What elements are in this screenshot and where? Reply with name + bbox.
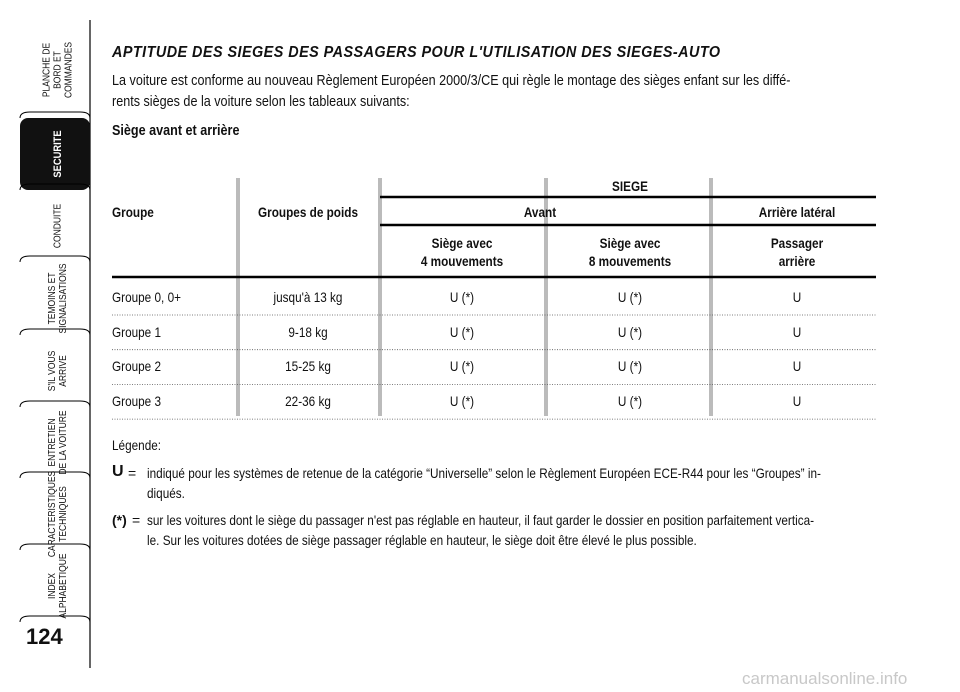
- intro-line: La voiture est conforme au nouveau Règle…: [112, 72, 791, 89]
- tab-divider: [19, 543, 91, 551]
- tab-divider: [19, 328, 91, 336]
- legend-label: Légende:: [112, 437, 162, 453]
- tab-label: ALPHABETIQUE: [58, 553, 69, 618]
- table-cell: U (*): [617, 358, 643, 375]
- table-cell: 22-36 kg: [285, 393, 331, 410]
- tab-label: ARRIVE: [58, 355, 69, 387]
- tab-label: BORD ET: [52, 51, 63, 89]
- table-cell: U: [792, 358, 802, 375]
- tab-label: SIGNALISATIONS: [58, 263, 69, 333]
- subtitle: Siège avant et arrière: [112, 122, 240, 139]
- column-header: arrière: [778, 253, 816, 269]
- table-cell: U (*): [617, 323, 643, 340]
- table-cell: Groupe 0, 0+: [112, 289, 181, 305]
- table-cell: U (*): [449, 323, 475, 340]
- tab-label: CARACTERISTIQUES: [47, 471, 58, 557]
- legend-sep: =: [128, 465, 137, 481]
- column-divider: [544, 178, 548, 416]
- legend-text: indiqué pour les systèmes de retenue de …: [147, 465, 821, 481]
- column-header: Groupe: [112, 204, 154, 220]
- legend-text: sur les voitures dont le siège du passag…: [147, 512, 815, 528]
- table-cell: U (*): [449, 289, 475, 305]
- group-header: SIEGE: [612, 178, 648, 194]
- tab-divider: [19, 615, 91, 623]
- tab-divider: [19, 255, 91, 263]
- tab-label: TECHNIQUES: [58, 486, 69, 542]
- tab-label: CONDUITE: [52, 204, 63, 248]
- tab-divider: [19, 111, 91, 119]
- column-divider: [236, 178, 240, 416]
- column-divider: [378, 178, 382, 416]
- tab-label: COMMANDES: [63, 42, 74, 98]
- page-number: 124: [26, 624, 63, 649]
- col-group: Arrière latéral: [758, 204, 836, 220]
- legend-text: diqués.: [147, 485, 185, 501]
- intro-line: rents sièges de la voiture selon les tab…: [112, 93, 410, 110]
- watermark: carmanualsonline.info: [742, 669, 908, 688]
- table-cell: U (*): [617, 289, 643, 305]
- column-header: 4 mouvements: [420, 253, 504, 269]
- table-cell: Groupe 3: [112, 393, 162, 410]
- table-cell: U (*): [617, 393, 643, 410]
- col-group: Avant: [523, 204, 557, 220]
- legend-key: U: [112, 463, 124, 480]
- legend-key: (*): [112, 512, 127, 528]
- tab-label: S'IL VOUS: [47, 351, 58, 391]
- table-cell: jusqu'à 13 kg: [273, 289, 343, 305]
- legend-text: le. Sur les voitures dotées de siège pas…: [147, 532, 697, 548]
- tab-label: PLANCHE DE: [41, 43, 52, 97]
- tab-label: ENTRETIEN: [47, 418, 58, 466]
- title: APTITUDE DES SIEGES DES PASSAGERS POUR L…: [112, 44, 721, 61]
- column-divider: [709, 178, 713, 416]
- tab-divider: [19, 400, 91, 408]
- active-tab: [20, 118, 90, 190]
- table-cell: U: [792, 323, 802, 340]
- legend-sep: =: [132, 512, 141, 528]
- table-cell: U (*): [449, 393, 475, 410]
- table-cell: Groupe 1: [112, 323, 162, 340]
- column-header: Groupes de poids: [258, 204, 358, 220]
- table-cell: U: [792, 289, 802, 305]
- tab-divider: [19, 471, 91, 479]
- column-header: Siège avec: [431, 235, 493, 251]
- tab-label: DE LA VOITURE: [58, 410, 69, 474]
- table-cell: U (*): [449, 358, 475, 375]
- tab-divider: [19, 183, 91, 191]
- column-header: Passager: [770, 235, 824, 251]
- table-cell: Groupe 2: [112, 358, 162, 375]
- table-cell: U: [792, 393, 802, 410]
- tab-label: TEMOINS ET: [47, 272, 58, 324]
- table-cell: 15-25 kg: [285, 358, 331, 375]
- tab-label: INDEX: [47, 573, 58, 599]
- table-cell: 9-18 kg: [288, 323, 328, 340]
- column-header: Siège avec: [599, 235, 661, 251]
- column-header: 8 mouvements: [588, 253, 672, 269]
- tab-label: SECURITE: [52, 130, 64, 177]
